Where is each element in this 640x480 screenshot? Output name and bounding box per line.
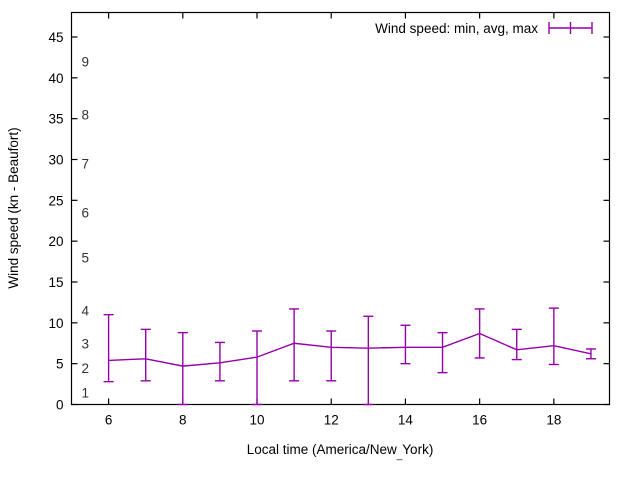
y-tick-label: 40 — [48, 71, 63, 86]
y-tick-label: 45 — [48, 30, 63, 45]
y-tick-label: 10 — [48, 316, 63, 331]
x-tick-label: 8 — [179, 413, 187, 428]
y-axis-title: Wind speed (kn - Beaufort) — [6, 127, 21, 288]
y-axis-ticks — [71, 36, 610, 406]
x-tick-label: 10 — [250, 413, 265, 428]
beaufort-tick-label: 3 — [82, 336, 90, 351]
x-axis-title: Local time (America/New_York) — [247, 442, 434, 461]
beaufort-tick-label: 1 — [82, 385, 90, 400]
beaufort-tick-label: 5 — [82, 251, 90, 266]
errorbar-marks — [103, 307, 596, 406]
y-tick-label: 15 — [48, 275, 63, 290]
y-axis-tick-labels: 0 5 10 15 20 25 30 35 40 45 — [48, 30, 63, 413]
x-tick-label: 6 — [105, 413, 113, 428]
beaufort-tick-label: 6 — [82, 206, 90, 221]
x-tick-label: 16 — [472, 413, 487, 428]
y-tick-label: 5 — [56, 357, 64, 372]
x-tick-label: 18 — [546, 413, 561, 428]
beaufort-tick-label: 4 — [82, 304, 90, 319]
y-tick-label: 30 — [48, 153, 63, 168]
average-wind-speed-line — [108, 332, 592, 367]
y-tick-label: 20 — [48, 234, 63, 249]
y-tick-label: 25 — [48, 193, 63, 208]
beaufort-scale-labels: 1 2 3 4 5 6 7 8 9 — [82, 55, 90, 401]
beaufort-tick-label: 8 — [82, 108, 90, 123]
y-tick-label: 0 — [56, 398, 64, 413]
legend-entry-label: Wind speed: min, avg, max — [375, 21, 538, 36]
x-tick-label: 12 — [324, 413, 339, 428]
plot-frame — [70, 11, 611, 406]
legend-errorbar-sample — [548, 22, 593, 34]
y-tick-label: 35 — [48, 112, 63, 127]
beaufort-tick-label: 7 — [82, 157, 90, 172]
legend: Wind speed: min, avg, max — [375, 21, 593, 36]
beaufort-tick-label: 2 — [82, 361, 90, 376]
x-axis-tick-labels: 6 8 10 12 14 16 18 — [105, 413, 562, 428]
x-tick-label: 14 — [398, 413, 414, 428]
beaufort-tick-label: 9 — [82, 55, 90, 70]
